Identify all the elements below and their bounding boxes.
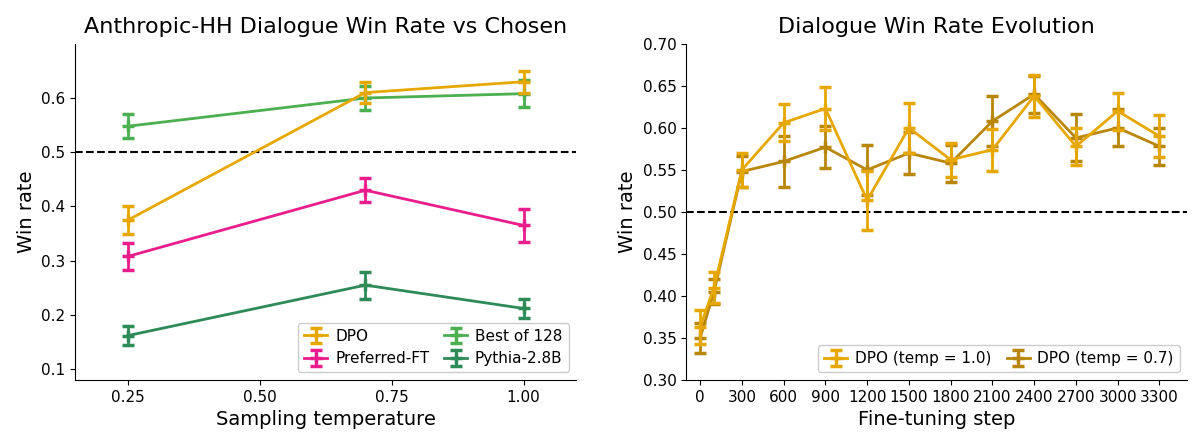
Title: Dialogue Win Rate Evolution: Dialogue Win Rate Evolution	[778, 17, 1096, 37]
Legend: DPO (temp = 1.0), DPO (temp = 0.7): DPO (temp = 1.0), DPO (temp = 0.7)	[819, 345, 1180, 372]
Legend: DPO, Preferred-FT, Best of 128, Pythia-2.8B: DPO, Preferred-FT, Best of 128, Pythia-2…	[299, 322, 568, 372]
Title: Anthropic-HH Dialogue Win Rate vs Chosen: Anthropic-HH Dialogue Win Rate vs Chosen	[84, 17, 567, 37]
Y-axis label: Win rate: Win rate	[618, 171, 637, 253]
Y-axis label: Win rate: Win rate	[17, 171, 36, 253]
X-axis label: Sampling temperature: Sampling temperature	[216, 410, 436, 429]
X-axis label: Fine-tuning step: Fine-tuning step	[858, 410, 1015, 429]
